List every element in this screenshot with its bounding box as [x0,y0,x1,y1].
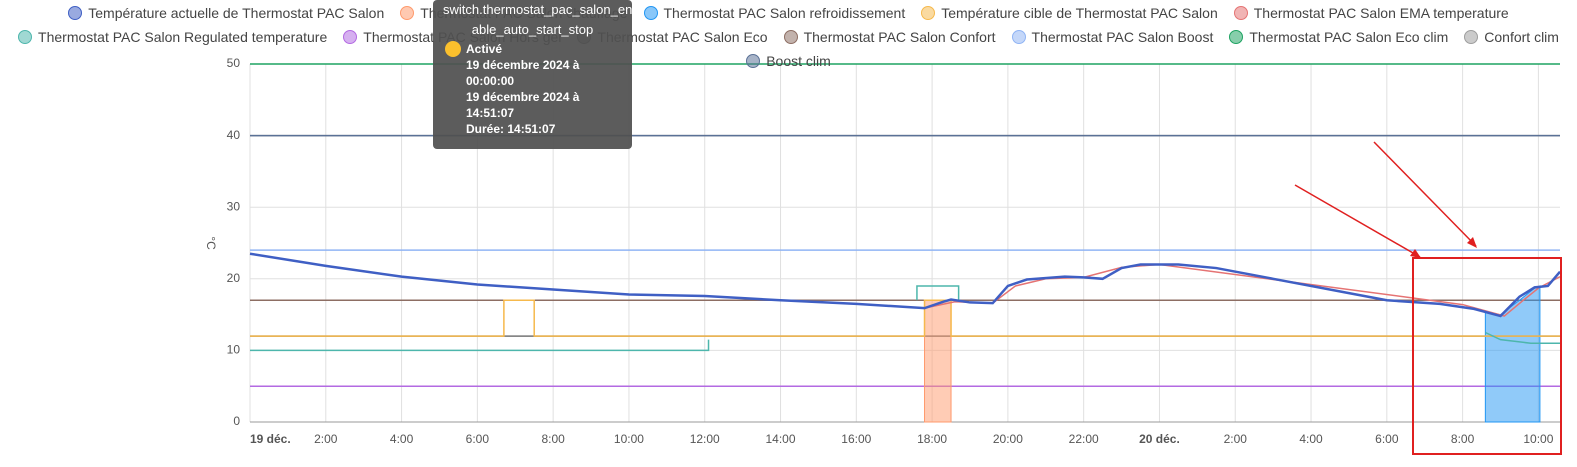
tooltip: switch.thermostat_pac_salon_en able_auto… [433,0,632,149]
x-tick-label: 6:00 [1375,432,1399,446]
series-line [916,285,960,301]
annotation-arrow [1373,141,1477,247]
y-tick-label: 10 [227,343,241,357]
legend-item[interactable]: Confort clim [1464,28,1559,46]
legend-swatch [1233,6,1248,20]
y-tick-label: 30 [227,199,241,213]
legend-swatch [68,6,83,20]
y-tick-label: 0 [233,414,240,428]
tooltip-duration: Durée: 14:51:07 [466,122,556,136]
legend-label: Boost clim [766,53,831,69]
legend-item[interactable]: Température actuelle de Thermostat PAC S… [68,4,384,22]
legend-swatch [400,6,415,20]
legend-label: Thermostat PAC Salon EMA temperature [1253,5,1509,21]
legend-item[interactable]: Température cible de Thermostat PAC Salo… [921,4,1218,22]
x-tick-label: 2:00 [314,432,338,446]
x-tick-label: 20 déc. [1139,432,1180,446]
area [1484,285,1541,423]
x-tick-label: 16:00 [841,432,871,446]
legend-label: Thermostat PAC Salon refroidissement [663,5,906,21]
legend-item[interactable]: Thermostat PAC Salon refroidissement [643,4,906,22]
y-tick-label: 50 [227,56,241,70]
x-tick-label: 2:00 [1224,432,1248,446]
legend-label: Confort clim [1484,29,1559,45]
arrow-head [1410,249,1421,258]
y-tick-label: 20 [227,271,241,285]
y-tick-label: 40 [227,128,241,142]
x-tick-label: 10:00 [1523,432,1553,446]
legend-swatch [643,6,658,20]
legend-item[interactable]: Thermostat PAC Salon EMA temperature [1233,4,1509,22]
legend-swatch [1011,30,1026,44]
x-tick-label: 10:00 [614,432,644,446]
legend-label: Thermostat PAC Salon Eco clim [1249,29,1449,45]
legend-item[interactable]: Thermostat PAC Salon Boost [1011,28,1214,46]
tooltip-entity: switch.thermostat_pac_salon_en able_auto… [443,2,633,37]
series-line [250,299,1560,337]
x-tick-label: 22:00 [1069,432,1099,446]
tooltip-end: 19 décembre 2024 à 14:51:07 [466,90,580,120]
legend-label: Température cible de Thermostat PAC Salo… [941,5,1218,21]
x-tick-label: 20:00 [993,432,1023,446]
area [924,299,952,423]
x-tick-label: 6:00 [466,432,490,446]
legend-label: Thermostat PAC Salon Eco [597,29,768,45]
tooltip-dot [445,41,461,57]
legend-item[interactable]: Thermostat PAC Salon Regulated temperatu… [18,28,327,46]
x-tick-label: 14:00 [766,432,796,446]
x-tick-label: 12:00 [690,432,720,446]
legend-swatch [1464,30,1479,44]
tooltip-start: 19 décembre 2024 à 00:00:00 [466,58,580,88]
series-line [1485,331,1560,344]
legend: Température actuelle de Thermostat PAC S… [0,4,1577,70]
legend-item[interactable]: Thermostat PAC Salon Confort [783,28,996,46]
legend-item[interactable]: Boost clim [746,52,831,70]
legend-label: Température actuelle de Thermostat PAC S… [88,5,385,21]
legend-swatch [343,30,358,44]
x-tick-label: 8:00 [1451,432,1475,446]
legend-swatch [18,30,33,44]
legend-label: Thermostat PAC Salon Confort [803,29,996,45]
tooltip-state: Activé [466,42,503,56]
series-line [250,339,710,352]
x-tick-label: 4:00 [1299,432,1323,446]
x-tick-label: 8:00 [541,432,565,446]
legend-swatch [783,30,798,44]
annotation-arrow [1294,184,1421,258]
arrow-head [1467,237,1477,248]
legend-swatch [746,54,761,68]
series-line [249,252,1561,318]
legend-swatch [1229,30,1244,44]
y-axis-label: °C [204,236,218,250]
legend-label: Thermostat PAC Salon Regulated temperatu… [38,29,328,45]
highlight-box [1412,257,1562,455]
x-tick-label: 18:00 [917,432,947,446]
x-tick-label: 4:00 [390,432,414,446]
x-tick-label: 19 déc. [250,432,291,446]
legend-swatch [921,6,936,20]
legend-label: Thermostat PAC Salon Boost [1031,29,1214,45]
legend-item[interactable]: Thermostat PAC Salon Eco clim [1229,28,1448,46]
